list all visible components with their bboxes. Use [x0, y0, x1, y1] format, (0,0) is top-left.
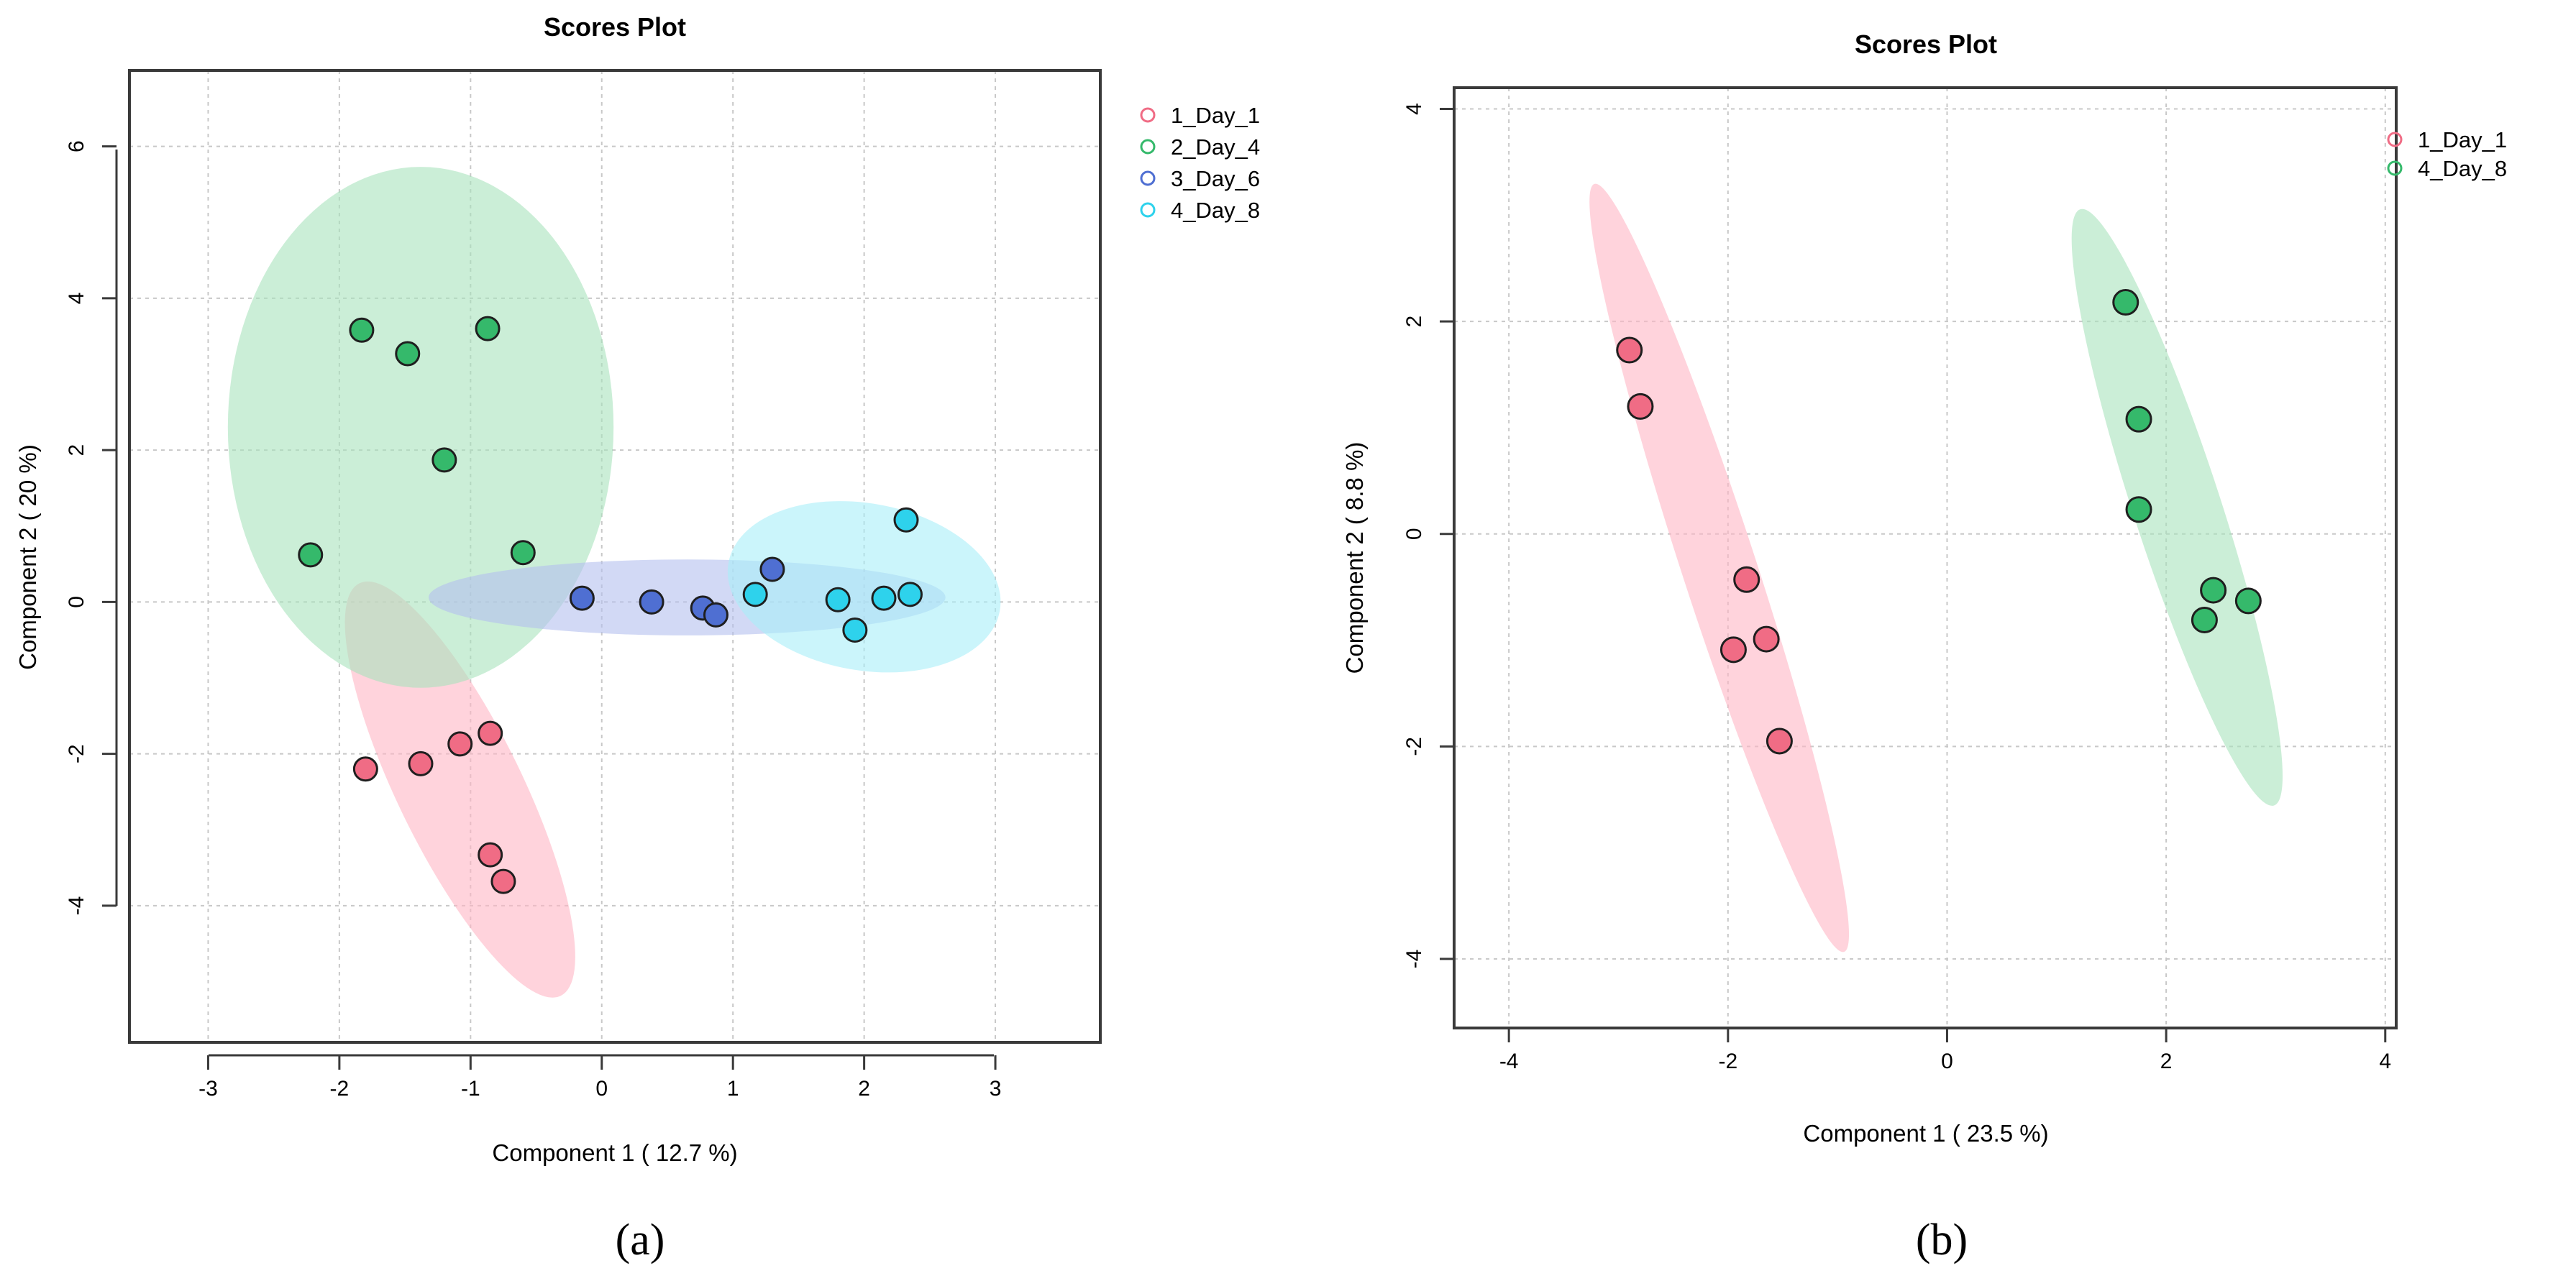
panel-a-ellipse-4_Day_8 [727, 501, 1001, 673]
panel-b-y-tick-label-2: 2 [1402, 316, 1426, 328]
panel-a-point-1_Day_1-3 [447, 731, 473, 757]
panel-a-y-tick-label-4: 4 [65, 293, 88, 305]
panel-a-x-tick-label--3: -3 [198, 1077, 218, 1101]
panel-a-points [298, 316, 923, 894]
panel-a-y-tick-label--2: -2 [65, 744, 88, 763]
panel-a-legend-label-4_Day_8: 4_Day_8 [1171, 198, 1260, 223]
panel-b-point-4_Day_8-1 [2112, 289, 2139, 316]
panel-a-y-tick-label-2: 2 [65, 444, 88, 456]
panel-a-legend-marker-1_Day_1 [1140, 107, 1156, 123]
panel-b-point-4_Day_8-2 [2125, 405, 2152, 433]
panel-a-legend-label-3_Day_6: 3_Day_6 [1171, 166, 1260, 191]
panel-b-point-1_Day_1-5 [1719, 636, 1747, 664]
panel-b-legend-marker-4_Day_8 [2387, 160, 2403, 176]
panel-a-x-tick-label-3: 3 [990, 1077, 1002, 1101]
panel-b-points [1616, 289, 2262, 755]
panel-a-point-3_Day_6-2 [639, 589, 664, 615]
panel-b-y-tick-label-4: 4 [1402, 103, 1426, 115]
panel-a: Scores Plot -3 -2 -1 0 1 2 3 -4 -2 0 2 4 6 Componen… [14, 12, 1260, 1264]
panel-a-point-2_Day_4-1 [298, 542, 324, 568]
panel-a-point-1_Day_1-1 [352, 756, 378, 782]
panel-a-x-tick-label--2: -2 [330, 1077, 350, 1101]
panel-b-y-tick-label-0: 0 [1402, 528, 1426, 540]
panel-a-legend-label-1_Day_1: 1_Day_1 [1171, 103, 1260, 128]
panel-a-y-axis-label: Component 2 ( 20 %) [14, 444, 41, 670]
panel-b-ellipse-1_Day_1 [1589, 183, 1850, 953]
panel-a-point-3_Day_6-5 [759, 556, 785, 582]
panel-b-point-4_Day_8-4 [2200, 577, 2227, 604]
panel-a-point-1_Day_1-5 [478, 842, 503, 868]
panel-a-ellipses [227, 167, 1001, 998]
panel-b-legend: 1_Day_1 4_Day_8 [2387, 127, 2507, 181]
panel-b-y-tick-label--2: -2 [1402, 737, 1426, 756]
panel-a-point-4_Day_8-1 [742, 582, 768, 607]
panel-a-point-2_Day_4-3 [395, 341, 421, 367]
panel-a-point-4_Day_8-3 [842, 617, 868, 643]
panel-b-point-4_Day_8-5 [2191, 606, 2218, 633]
panel-a-x-axis-label: Component 1 ( 12.7 %) [492, 1139, 737, 1166]
panel-a-y-tick-label-6: 6 [65, 140, 88, 152]
panel-b-point-1_Day_1-3 [1733, 566, 1760, 593]
panel-a-point-4_Day_8-6 [897, 582, 923, 607]
panel-a-title: Scores Plot [544, 12, 686, 42]
panel-a-grid [129, 70, 1100, 1042]
panel-a-x-tick-label--1: -1 [461, 1077, 480, 1101]
panel-b-x-tick-label-0: 0 [1941, 1050, 1953, 1073]
panel-a-legend-marker-3_Day_6 [1140, 170, 1156, 186]
panel-b-point-1_Day_1-1 [1616, 336, 1643, 364]
panel-a-x-tick-labels: -3 -2 -1 0 1 2 3 [198, 1077, 1001, 1101]
panel-b-y-tick-labels: -4 -2 0 2 4 [1402, 103, 1426, 968]
panel-a-point-1_Day_1-4 [478, 720, 503, 746]
panel-b-legend-marker-1_Day_1 [2387, 132, 2403, 147]
panel-b-ellipse-4_Day_8 [2071, 208, 2283, 806]
panel-b-caption: (b) [1916, 1216, 1968, 1264]
panel-a-y-tick-labels: -4 -2 0 2 4 6 [65, 140, 88, 915]
panel-b-point-1_Day_1-2 [1627, 393, 1654, 420]
panel-b-point-1_Day_1-4 [1753, 625, 1780, 653]
panel-a-point-4_Day_8-4 [871, 585, 897, 611]
panel-a-x-tick-label-2: 2 [858, 1077, 870, 1101]
panel-a-point-1_Day_1-6 [490, 868, 516, 894]
panel-b-x-axis-label: Component 1 ( 23.5 %) [1803, 1120, 2048, 1147]
panel-b-x-tick-label-2: 2 [2160, 1050, 2173, 1073]
panel-a-legend-marker-4_Day_8 [1140, 202, 1156, 218]
panel-b-y-axis-label: Component 2 ( 8.8 %) [1341, 442, 1368, 674]
panel-a-legend-marker-2_Day_4 [1140, 139, 1156, 155]
panel-b-legend-label-1_Day_1: 1_Day_1 [2418, 127, 2507, 152]
panel-a-caption: (a) [616, 1216, 665, 1264]
panel-a-y-tick-label-0: 0 [65, 596, 88, 608]
panel-b-point-1_Day_1-6 [1766, 727, 1793, 755]
panel-a-point-4_Day_8-2 [825, 587, 851, 612]
panel-a-x-tick-label-1: 1 [727, 1077, 739, 1101]
panel-a-axes [102, 145, 997, 1070]
panel-a-x-tick-label-0: 0 [595, 1077, 608, 1101]
panel-a-point-1_Day_1-2 [408, 751, 434, 776]
panel-b-x-tick-label-4: 4 [2379, 1050, 2391, 1073]
panel-b-x-tick-labels: -4 -2 0 2 4 [1499, 1050, 2391, 1073]
panel-b-ellipses [1589, 183, 2283, 953]
panel-a-frame [128, 69, 1102, 1044]
panel-a-y-tick-label--4: -4 [65, 896, 88, 916]
panel-a-point-2_Day_4-6 [510, 540, 536, 566]
panel-b-legend-label-4_Day_8: 4_Day_8 [2418, 156, 2507, 181]
panel-a-point-2_Day_4-5 [431, 447, 457, 473]
panel-b-y-tick-label--4: -4 [1402, 950, 1426, 969]
panel-b: Scores Plot -4 -2 0 2 4 -4 -2 0 2 4 Component 1 … [1341, 29, 2507, 1264]
panel-a-point-4_Day_8-5 [893, 507, 919, 533]
panel-a-point-3_Day_6-1 [569, 585, 595, 611]
panel-a-legend-label-2_Day_4: 2_Day_4 [1171, 134, 1260, 160]
panel-b-point-4_Day_8-3 [2125, 496, 2152, 523]
panel-b-axes [1440, 104, 2387, 1042]
panel-b-title: Scores Plot [1855, 29, 1997, 59]
panel-b-point-4_Day_8-6 [2234, 587, 2262, 615]
panel-b-x-tick-label--2: -2 [1718, 1050, 1737, 1073]
panel-b-x-tick-label--4: -4 [1499, 1050, 1519, 1073]
panel-a-point-2_Day_4-2 [349, 317, 375, 343]
panel-a-point-2_Day_4-4 [475, 316, 501, 341]
panel-a-point-3_Day_6-4 [703, 602, 729, 628]
panel-a-legend: 1_Day_1 2_Day_4 3_Day_6 4_Day_8 [1140, 103, 1260, 223]
